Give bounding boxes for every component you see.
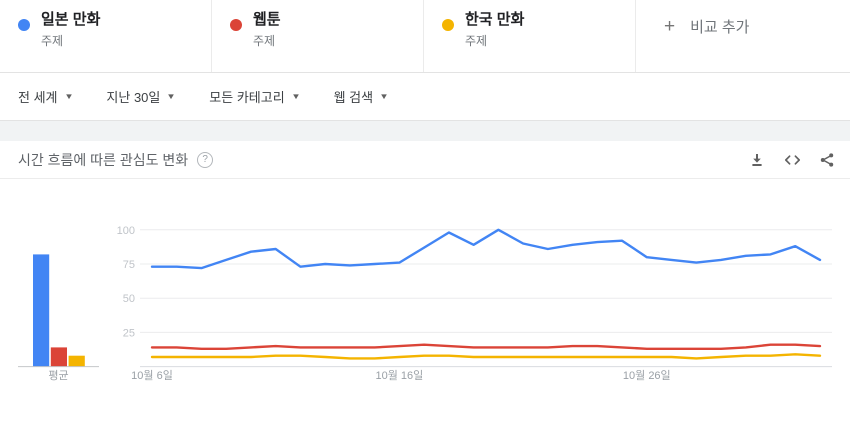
filter-search-type-label: 웹 검색: [333, 90, 374, 105]
average-bar: [68, 355, 85, 367]
add-comparison-button[interactable]: + 비교 추가: [636, 0, 850, 72]
filter-category-label: 모든 카테고리: [209, 90, 285, 105]
share-icon[interactable]: [816, 149, 838, 171]
chevron-down-icon: ▼: [379, 92, 389, 101]
term-type: 주제: [465, 34, 488, 48]
widget-title: 시간 흐름에 따른 관심도 변화: [18, 151, 189, 168]
chevron-down-icon: ▼: [63, 92, 74, 101]
average-label: 평균: [48, 369, 68, 382]
term-type: 주제: [253, 34, 276, 48]
average-bar: [33, 254, 50, 367]
line-series-0: [150, 228, 822, 270]
help-icon[interactable]: ?: [197, 151, 214, 168]
term-color-dot: [18, 19, 30, 31]
term-card-korea-manga[interactable]: 한국 만화 주제: [424, 0, 636, 72]
term-color-dot: [230, 19, 242, 31]
term-card-japan-manga[interactable]: 일본 만화 주제: [0, 0, 212, 72]
plus-icon: +: [664, 16, 676, 37]
x-axis-label: 10월 6일: [131, 368, 173, 382]
term-type: 주제: [41, 34, 64, 48]
filter-region[interactable]: 전 세계 ▼: [18, 87, 74, 106]
term-color-dot: [442, 19, 454, 31]
filter-time-range-label: 지난 30일: [106, 90, 161, 105]
chevron-down-icon: ▼: [166, 92, 177, 101]
add-comparison-label: 비교 추가: [690, 19, 750, 36]
term-title: 한국 만화: [465, 11, 525, 28]
download-icon[interactable]: [746, 149, 768, 171]
chevron-down-icon: ▼: [290, 92, 301, 101]
filter-search-type[interactable]: 웹 검색 ▼: [333, 87, 389, 106]
term-cards-row: 일본 만화 주제 웹툰 주제 한국 만화 주제 + 비교 추가: [0, 0, 850, 73]
line-series-2: [150, 353, 822, 360]
widget-header: 시간 흐름에 따른 관심도 변화 ?: [0, 141, 850, 179]
interest-over-time-widget: 시간 흐름에 따른 관심도 변화 ?: [0, 141, 850, 430]
widget-actions: [746, 149, 838, 171]
x-axis-label: 10월 26일: [623, 368, 671, 382]
term-title: 일본 만화: [41, 11, 101, 28]
filter-category[interactable]: 모든 카테고리 ▼: [209, 87, 301, 106]
y-axis-label: 25: [123, 327, 135, 339]
x-axis-label: 10월 16일: [376, 368, 424, 382]
section-gap: [0, 121, 850, 141]
filter-region-label: 전 세계: [18, 90, 58, 105]
interest-over-time-chart: 25 50 75 100 10월 6일 10월 16일 10월 26일 평균: [18, 225, 832, 382]
term-card-webtoon[interactable]: 웹툰 주제: [212, 0, 424, 72]
term-title: 웹툰: [253, 11, 281, 28]
line-series-1: [150, 343, 822, 351]
y-axis-label: 75: [123, 259, 135, 271]
y-axis-label: 100: [117, 225, 135, 237]
filter-time-range[interactable]: 지난 30일 ▼: [106, 87, 177, 106]
average-bar: [50, 347, 67, 367]
filter-bar: 전 세계 ▼ 지난 30일 ▼ 모든 카테고리 ▼ 웹 검색 ▼: [0, 73, 850, 121]
y-axis-label: 50: [123, 293, 135, 305]
embed-icon[interactable]: [781, 149, 803, 171]
